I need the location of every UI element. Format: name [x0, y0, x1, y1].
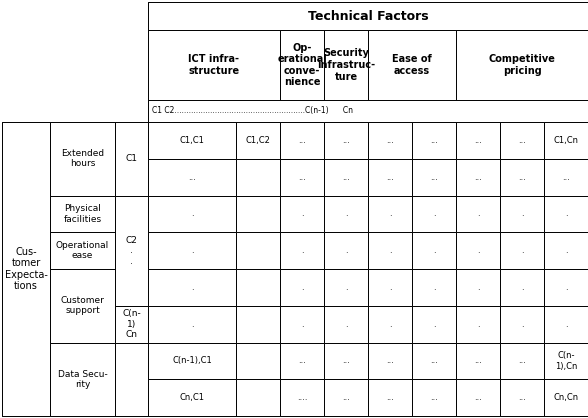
Text: .: . [191, 209, 193, 218]
Text: ...: ... [474, 357, 482, 365]
Text: ...: ... [474, 393, 482, 402]
Text: .: . [389, 283, 391, 292]
Bar [368, 269, 412, 306]
Text: Physical
facilities: Physical facilities [64, 204, 102, 224]
Text: C1 C2.......................................................C(n-1)      Cn: C1 C2...................................… [152, 107, 353, 115]
Text: .: . [345, 320, 348, 329]
Text: ...: ... [518, 173, 526, 182]
Bar [456, 159, 500, 196]
Bar [368, 122, 412, 159]
Bar [236, 306, 280, 342]
Text: Security
infrastruc-
ture: Security infrastruc- ture [317, 48, 375, 82]
Text: ...: ... [474, 136, 482, 145]
Bar [280, 232, 324, 269]
Text: .: . [300, 283, 303, 292]
Text: .: . [477, 283, 479, 292]
Bar [148, 342, 236, 379]
Text: .: . [191, 320, 193, 329]
Bar [115, 122, 148, 196]
Text: Ease of
access: Ease of access [392, 54, 432, 76]
Text: ...: ... [386, 393, 394, 402]
Bar [324, 342, 368, 379]
Text: ICT infra-
structure: ICT infra- structure [188, 54, 239, 76]
Text: ...: ... [518, 136, 526, 145]
Bar [368, 379, 412, 416]
Bar [324, 306, 368, 342]
Bar [280, 342, 324, 379]
Bar [324, 232, 368, 269]
Text: .: . [477, 246, 479, 255]
Bar [544, 232, 588, 269]
Text: ...: ... [518, 393, 526, 402]
Text: ...: ... [386, 357, 394, 365]
Bar [236, 342, 280, 379]
Text: ....: .... [297, 393, 308, 402]
Bar [544, 196, 588, 232]
Text: .: . [477, 320, 479, 329]
Bar [544, 159, 588, 196]
Text: C(n-
1)
Cn: C(n- 1) Cn [122, 309, 141, 339]
Bar [368, 342, 412, 379]
Text: ...: ... [430, 393, 438, 402]
Bar [50, 196, 115, 232]
Bar [148, 379, 236, 416]
Bar [500, 196, 544, 232]
Bar [544, 122, 588, 159]
Bar [500, 342, 544, 379]
Text: .: . [564, 246, 567, 255]
Text: C1,C2: C1,C2 [246, 136, 270, 145]
Bar [500, 269, 544, 306]
Bar [456, 269, 500, 306]
Bar [148, 159, 236, 196]
Bar [456, 196, 500, 232]
Text: .: . [433, 283, 435, 292]
Bar [148, 232, 236, 269]
Text: .: . [521, 246, 523, 255]
Text: Competitive
pricing: Competitive pricing [489, 54, 556, 76]
Bar [412, 306, 456, 342]
Bar [412, 342, 456, 379]
Bar [280, 30, 324, 100]
Text: ...: ... [342, 357, 350, 365]
Bar [236, 196, 280, 232]
Text: .: . [433, 320, 435, 329]
Bar [368, 159, 412, 196]
Bar [148, 2, 588, 30]
Bar [412, 122, 456, 159]
Text: .: . [564, 283, 567, 292]
Bar [324, 196, 368, 232]
Text: Cus-
tomer
Expecta-
tions: Cus- tomer Expecta- tions [5, 247, 48, 291]
Text: ...: ... [518, 357, 526, 365]
Text: .: . [389, 209, 391, 218]
Text: .: . [564, 209, 567, 218]
Bar [456, 342, 500, 379]
Text: Operational
ease: Operational ease [56, 241, 109, 260]
Bar [456, 379, 500, 416]
Bar [412, 269, 456, 306]
Bar [148, 196, 236, 232]
Bar [148, 30, 588, 100]
Text: .: . [300, 320, 303, 329]
Bar [50, 269, 115, 342]
Text: .: . [477, 209, 479, 218]
Bar [115, 196, 148, 306]
Bar [2, 122, 50, 416]
Text: .: . [345, 283, 348, 292]
Bar [412, 379, 456, 416]
Bar [544, 269, 588, 306]
Text: C2
.
.: C2 . . [126, 236, 138, 265]
Bar [148, 306, 236, 342]
Bar [456, 122, 500, 159]
Bar [148, 269, 236, 306]
Text: ...: ... [474, 173, 482, 182]
Bar [236, 269, 280, 306]
Bar [280, 269, 324, 306]
Text: .: . [521, 283, 523, 292]
Bar [324, 269, 368, 306]
Text: ...: ... [188, 173, 196, 182]
Text: C(n-1),C1: C(n-1),C1 [172, 357, 212, 365]
Bar [456, 232, 500, 269]
Text: C(n-
1),Cn: C(n- 1),Cn [555, 351, 577, 371]
Bar [544, 342, 588, 379]
Text: .: . [345, 246, 348, 255]
